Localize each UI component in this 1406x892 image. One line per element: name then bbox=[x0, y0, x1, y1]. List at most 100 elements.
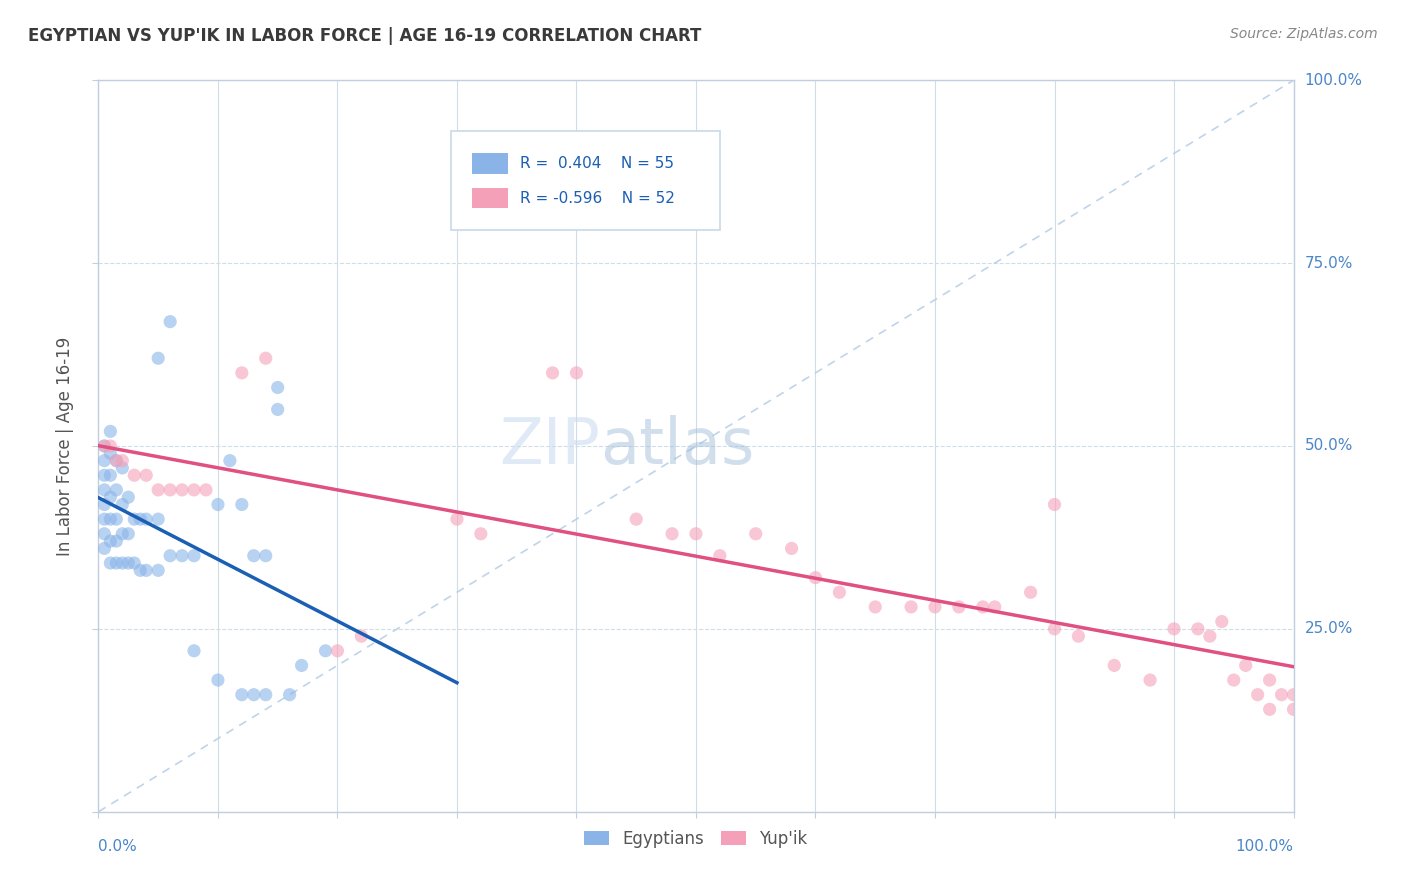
Point bbox=[541, 366, 564, 380]
Text: R = -0.596    N = 52: R = -0.596 N = 52 bbox=[520, 191, 675, 205]
Point bbox=[231, 688, 253, 702]
Point bbox=[117, 556, 139, 570]
Point bbox=[93, 541, 115, 556]
Point bbox=[219, 453, 242, 467]
Point bbox=[291, 658, 314, 673]
Point bbox=[172, 549, 194, 563]
Point bbox=[1223, 673, 1246, 687]
Point bbox=[111, 453, 134, 467]
Legend: Egyptians, Yup'ik: Egyptians, Yup'ik bbox=[578, 823, 814, 855]
Point bbox=[105, 483, 128, 497]
Point bbox=[98, 439, 122, 453]
Point bbox=[148, 351, 170, 366]
Point bbox=[1043, 622, 1066, 636]
Point bbox=[159, 549, 181, 563]
Point bbox=[93, 526, 115, 541]
Point bbox=[745, 526, 768, 541]
Point bbox=[865, 599, 887, 614]
Point bbox=[111, 556, 134, 570]
Point bbox=[124, 556, 146, 570]
Point bbox=[105, 453, 128, 467]
Text: 50.0%: 50.0% bbox=[1305, 439, 1353, 453]
Point bbox=[117, 526, 139, 541]
Point bbox=[93, 498, 115, 512]
Point bbox=[1211, 615, 1233, 629]
Point bbox=[1019, 585, 1042, 599]
Point bbox=[135, 563, 157, 577]
Point bbox=[183, 483, 205, 497]
Point bbox=[254, 549, 277, 563]
Point bbox=[111, 461, 134, 475]
Point bbox=[326, 644, 349, 658]
Point bbox=[1104, 658, 1126, 673]
Point bbox=[148, 483, 170, 497]
Point bbox=[93, 512, 115, 526]
Point bbox=[98, 490, 122, 504]
Text: 75.0%: 75.0% bbox=[1305, 256, 1353, 270]
Point bbox=[98, 556, 122, 570]
Point bbox=[195, 483, 218, 497]
Point bbox=[98, 468, 122, 483]
Text: EGYPTIAN VS YUP'IK IN LABOR FORCE | AGE 16-19 CORRELATION CHART: EGYPTIAN VS YUP'IK IN LABOR FORCE | AGE … bbox=[28, 27, 702, 45]
Point bbox=[254, 688, 277, 702]
Point bbox=[124, 512, 146, 526]
Text: 25.0%: 25.0% bbox=[1305, 622, 1353, 636]
Point bbox=[900, 599, 922, 614]
Point bbox=[129, 512, 152, 526]
Point bbox=[172, 483, 194, 497]
Point bbox=[183, 644, 205, 658]
Point bbox=[98, 425, 122, 439]
Point bbox=[661, 526, 683, 541]
Point bbox=[1067, 629, 1090, 643]
Point bbox=[243, 549, 266, 563]
Y-axis label: In Labor Force | Age 16-19: In Labor Force | Age 16-19 bbox=[56, 336, 75, 556]
Point bbox=[780, 541, 803, 556]
Point bbox=[1247, 688, 1270, 702]
Point bbox=[98, 534, 122, 549]
Point bbox=[972, 599, 994, 614]
Point bbox=[1258, 702, 1281, 716]
Point bbox=[1258, 673, 1281, 687]
Point bbox=[243, 688, 266, 702]
Point bbox=[804, 571, 827, 585]
Point bbox=[350, 629, 373, 643]
Point bbox=[1282, 702, 1305, 716]
Point bbox=[1139, 673, 1161, 687]
Point bbox=[1234, 658, 1257, 673]
Point bbox=[105, 512, 128, 526]
Point bbox=[159, 315, 181, 329]
Point bbox=[93, 439, 115, 453]
Point bbox=[207, 498, 229, 512]
Point bbox=[948, 599, 970, 614]
Text: ZIP: ZIP bbox=[499, 415, 600, 477]
Point bbox=[231, 498, 253, 512]
FancyBboxPatch shape bbox=[472, 188, 509, 208]
Point bbox=[93, 439, 115, 453]
Point bbox=[1163, 622, 1185, 636]
Point bbox=[93, 483, 115, 497]
Point bbox=[267, 402, 290, 417]
FancyBboxPatch shape bbox=[451, 131, 720, 230]
Point bbox=[315, 644, 337, 658]
Point bbox=[984, 599, 1007, 614]
FancyBboxPatch shape bbox=[472, 153, 509, 174]
Text: 0.0%: 0.0% bbox=[98, 838, 138, 854]
Point bbox=[278, 688, 301, 702]
Point bbox=[159, 483, 181, 497]
Point bbox=[148, 563, 170, 577]
Point bbox=[1282, 688, 1305, 702]
Point bbox=[207, 673, 229, 687]
Text: atlas: atlas bbox=[600, 415, 755, 477]
Point bbox=[117, 490, 139, 504]
Point bbox=[148, 512, 170, 526]
Point bbox=[98, 446, 122, 460]
Point bbox=[105, 453, 128, 467]
Point bbox=[105, 534, 128, 549]
Point bbox=[565, 366, 588, 380]
Point bbox=[254, 351, 277, 366]
Point bbox=[1043, 498, 1066, 512]
Point bbox=[709, 549, 731, 563]
Point bbox=[626, 512, 648, 526]
Point bbox=[105, 556, 128, 570]
Point bbox=[828, 585, 851, 599]
